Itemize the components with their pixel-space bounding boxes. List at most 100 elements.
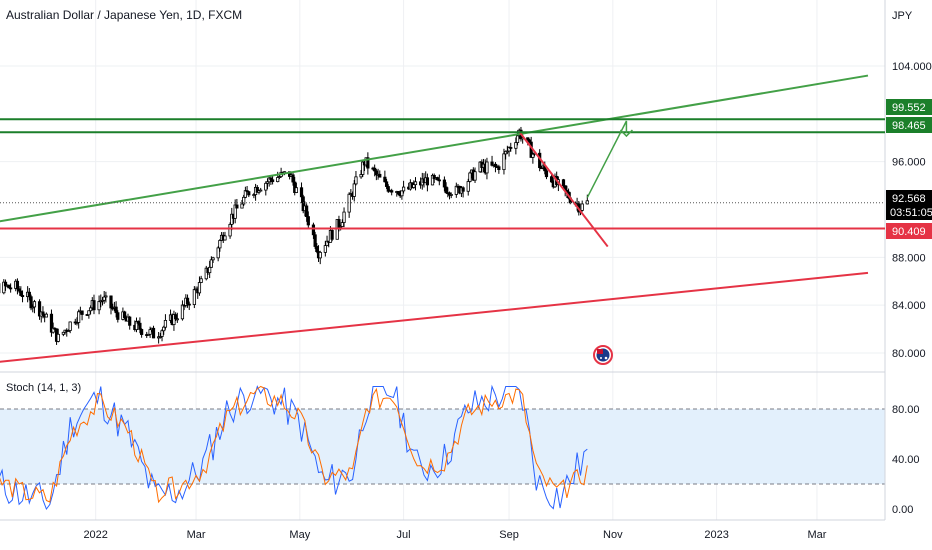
australia-flag-event-icon[interactable]: [593, 345, 613, 365]
bear-candle: [315, 246, 319, 253]
time-tick-label: Sep: [499, 529, 519, 541]
bull-candle: [347, 193, 351, 213]
price-label-current[interactable]: 92.568 03:51:05: [886, 190, 932, 220]
price-axis[interactable]: 104.000 96.000 88.000 84.000 80.000: [892, 61, 932, 360]
bull-candle: [361, 161, 365, 175]
bull-candle: [412, 184, 416, 188]
candlestick-series: [0, 126, 589, 345]
bull-candle: [323, 245, 327, 253]
bear-candle: [311, 224, 316, 236]
bear-candle: [185, 297, 190, 305]
bear-candle: [436, 177, 440, 181]
bear-candle: [187, 303, 191, 306]
price-label-text: 98.465: [892, 120, 926, 132]
price-tick-label: 84.000: [892, 300, 926, 312]
currency-label: JPY: [892, 10, 913, 22]
drawings: [0, 74, 885, 363]
bear-candle: [337, 219, 341, 228]
bull-candle: [87, 310, 91, 316]
bull-candle: [454, 185, 458, 195]
bull-candle: [223, 235, 227, 241]
bull-candle: [252, 194, 256, 196]
bear-candle: [497, 166, 501, 171]
stoch-axis[interactable]: 80.00 40.00 0.00: [892, 404, 920, 516]
bear-candle: [561, 179, 566, 187]
bear-candle: [366, 157, 370, 169]
bear-candle: [255, 186, 259, 193]
bear-candle: [306, 216, 310, 226]
bear-candle: [37, 301, 42, 317]
bear-candle: [442, 179, 447, 188]
bull-candle: [134, 321, 139, 331]
bull-candle: [104, 295, 108, 298]
bear-candle: [27, 291, 31, 298]
bear-candle: [41, 311, 45, 315]
bull-candle: [325, 240, 329, 246]
bull-candle: [318, 251, 322, 259]
upper-channel-line: [0, 74, 869, 223]
price-tick-label: 88.000: [892, 252, 926, 264]
bull-candle: [507, 147, 511, 152]
time-tick-label: 2023: [704, 529, 728, 541]
bear-candle: [386, 186, 390, 192]
bear-candle: [138, 322, 142, 330]
bear-candle: [493, 163, 498, 167]
bull-candle: [172, 314, 176, 325]
bull-candle: [56, 333, 60, 342]
projection-arrow: [586, 120, 628, 198]
bear-candle: [17, 288, 21, 292]
bull-candle: [339, 226, 343, 228]
bear-candle: [20, 295, 25, 298]
bull-candle: [228, 223, 232, 237]
bear-candle: [245, 190, 249, 193]
price-label-text: 90.409: [892, 226, 926, 238]
bear-candle: [461, 187, 465, 192]
time-axis[interactable]: 2022 Mar May Jul Sep Nov 2023 Mar: [83, 529, 826, 541]
bull-candle: [97, 301, 101, 311]
bull-candle: [473, 171, 477, 181]
bull-candle: [294, 187, 299, 193]
time-tick-label: Jul: [397, 529, 411, 541]
bear-candle: [509, 147, 513, 149]
price-label-target-upper[interactable]: 99.552: [886, 99, 932, 115]
bull-candle: [243, 190, 247, 198]
bull-candle: [100, 299, 105, 302]
bull-candle: [514, 142, 518, 149]
bear-candle: [378, 173, 382, 178]
bull-candle: [504, 150, 508, 155]
bear-candle: [425, 177, 430, 186]
bull-candle: [197, 282, 202, 294]
bear-candle: [373, 167, 377, 172]
bear-candle: [136, 321, 140, 324]
price-label-text: 99.552: [892, 102, 926, 114]
stoch-tick-label: 40.00: [892, 454, 920, 466]
stoch-k-line: [0, 384, 588, 511]
bull-candle: [340, 222, 344, 227]
bear-candle: [151, 327, 156, 339]
bear-candle: [313, 234, 317, 247]
bull-candle: [102, 296, 106, 301]
bear-candle: [109, 295, 113, 309]
price-label-support[interactable]: 90.409: [886, 223, 932, 239]
bull-candle: [77, 311, 81, 323]
indicator-title[interactable]: Stoch (14, 1, 3): [6, 382, 82, 394]
bear-candle: [291, 174, 295, 183]
bull-candle: [233, 204, 237, 219]
bull-candle: [449, 194, 453, 196]
time-tick-label: Nov: [603, 529, 623, 541]
bear-candle: [299, 187, 304, 198]
bull-candle: [502, 153, 506, 171]
bull-candle: [180, 304, 185, 320]
bull-candle: [264, 182, 268, 191]
stoch-overbought-oversold-band: [0, 409, 885, 484]
bull-candle: [359, 174, 363, 178]
bull-candle: [342, 211, 346, 223]
bull-candle: [515, 135, 520, 143]
bull-candle: [61, 331, 65, 335]
bear-candle: [544, 170, 549, 178]
bull-candle: [44, 313, 48, 318]
bull-candle: [430, 174, 435, 186]
bear-candle: [390, 190, 394, 193]
price-label-target-lower[interactable]: 98.465: [886, 117, 932, 133]
